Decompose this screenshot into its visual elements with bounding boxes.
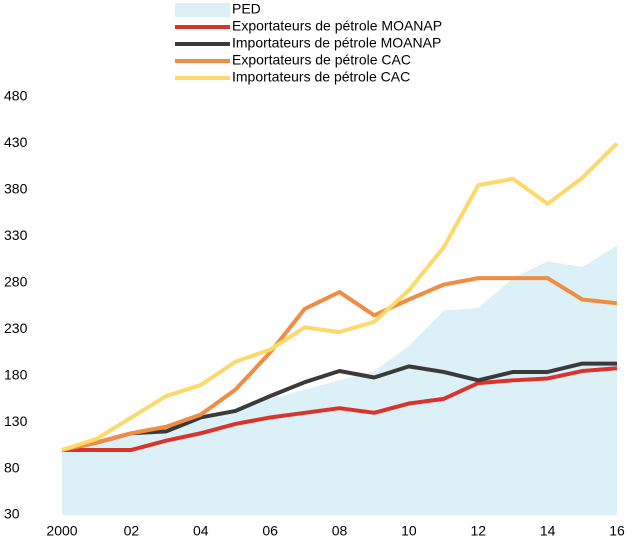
x-tick-label: 14 <box>540 523 556 539</box>
y-tick-label: 180 <box>4 366 28 382</box>
line <box>61 142 619 452</box>
x-tick-label: 06 <box>262 523 278 539</box>
line <box>62 366 618 452</box>
y-tick-label: 130 <box>4 413 28 429</box>
x-tick-label: 04 <box>193 523 209 539</box>
x-tick-label: 10 <box>401 523 417 539</box>
x-tick-label: 2000 <box>46 523 77 539</box>
y-tick-label: 430 <box>4 134 28 150</box>
x-tick-label: 08 <box>332 523 348 539</box>
legend-label: PED <box>232 1 261 17</box>
legend-label: Importateurs de pétrole MOANAP <box>232 35 441 51</box>
area <box>62 245 617 515</box>
y-tick-label: 330 <box>4 227 28 243</box>
legend-label: Exportateurs de pétrole CAC <box>232 52 411 68</box>
legend-label: Importateurs de pétrole CAC <box>232 69 410 85</box>
y-tick-label: 380 <box>4 181 28 197</box>
x-tick-label: 16 <box>609 523 625 539</box>
legend-swatch <box>175 3 230 17</box>
legend-label: Exportateurs de pétrole MOANAP <box>232 18 442 34</box>
line <box>61 276 618 452</box>
y-tick-label: 480 <box>4 88 28 104</box>
x-tick-label: 12 <box>470 523 486 539</box>
y-tick-label: 280 <box>4 273 28 289</box>
y-tick-label: 80 <box>4 459 20 475</box>
y-tick-label: 30 <box>4 506 20 522</box>
x-tick-label: 02 <box>124 523 140 539</box>
line <box>61 361 617 452</box>
y-tick-label: 230 <box>4 320 28 336</box>
